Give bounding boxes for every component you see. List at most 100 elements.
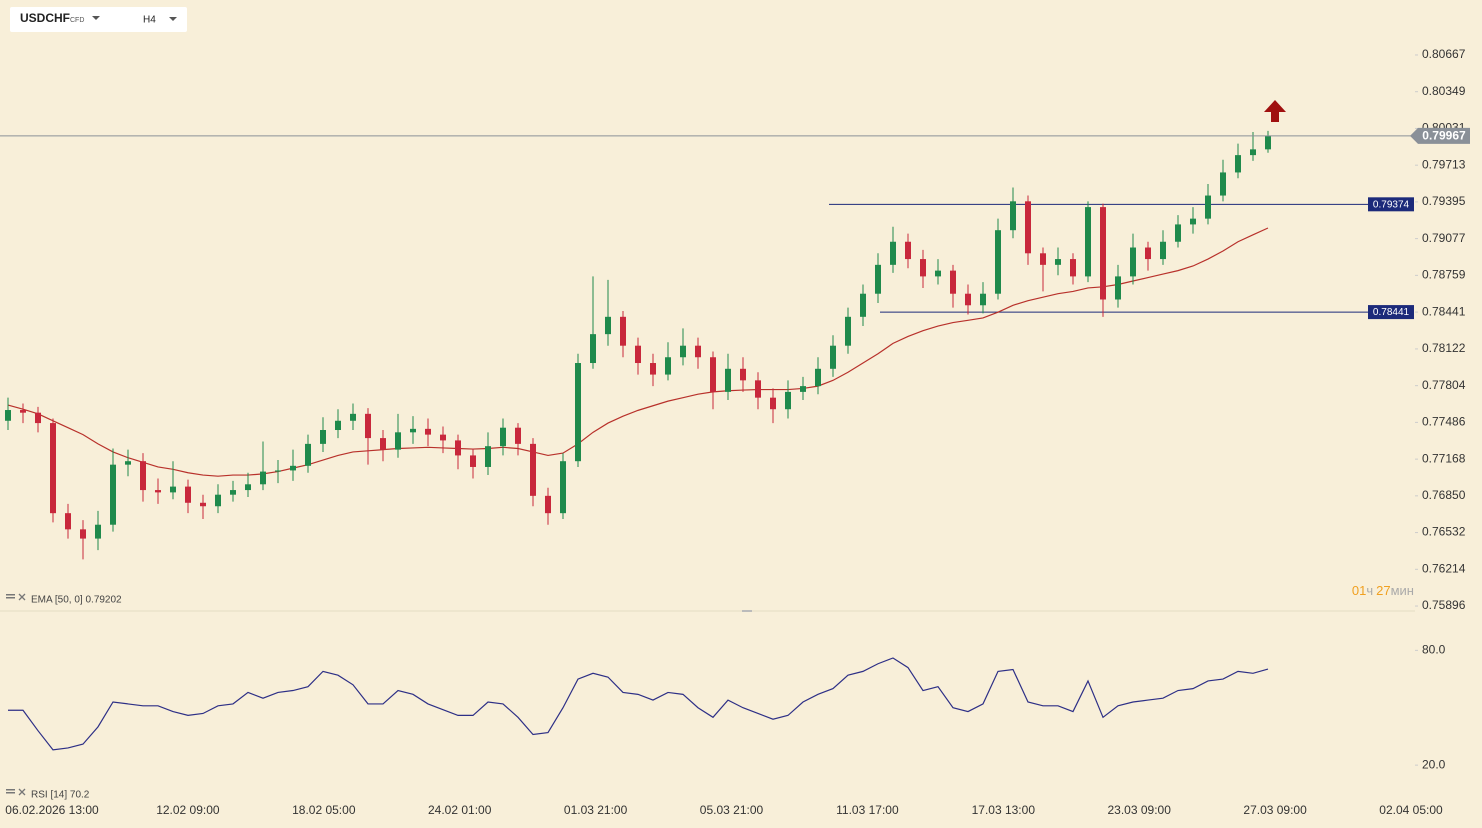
- level-tag: [1368, 197, 1414, 212]
- x-tick-label: 02.04 05:00: [1379, 803, 1443, 817]
- symbol: USDCHF: [20, 11, 70, 25]
- y-tick-label: 0.79077: [1422, 231, 1466, 245]
- candle-body: [620, 316, 626, 346]
- x-tick-label: 18.02 05:00: [292, 803, 356, 817]
- y-tick-label: 0.79395: [1422, 194, 1466, 208]
- y-tick-label: 0.78122: [1422, 341, 1466, 355]
- legend-close[interactable]: [18, 593, 26, 601]
- candle-body: [335, 420, 341, 431]
- candle-body: [1085, 207, 1091, 277]
- legend-close[interactable]: [18, 788, 26, 796]
- candle-timer: 01ч 27мин: [1352, 583, 1414, 598]
- candle-body: [50, 423, 56, 514]
- candle-body: [815, 368, 821, 387]
- candle-body: [995, 230, 1001, 294]
- candle-body: [425, 428, 431, 435]
- candle-body: [230, 490, 236, 495]
- candle-body: [740, 368, 746, 381]
- candle-body: [1205, 195, 1211, 219]
- y-tick-label: 80.0: [1422, 643, 1446, 657]
- rsi-line: [8, 657, 1269, 751]
- legend-icon: [6, 597, 15, 599]
- y-tick-label: 0.76532: [1422, 525, 1466, 539]
- y-tick-label: 0.76850: [1422, 488, 1466, 502]
- current-price-tag: [1410, 127, 1470, 144]
- candle-body: [650, 363, 656, 375]
- ema-legend: EMA [50, 0] 0.79202: [6, 593, 122, 606]
- candle-body: [35, 412, 41, 424]
- candle-body: [1250, 149, 1256, 156]
- y-tick-label: 0.76214: [1422, 561, 1466, 575]
- candle-body: [770, 397, 776, 410]
- candle-body: [5, 410, 11, 421]
- candle-body: [560, 461, 566, 514]
- y-tick-label: 0.80349: [1422, 84, 1466, 98]
- candle-body: [200, 502, 206, 507]
- candle-body: [1190, 218, 1196, 225]
- current-price-label: 0.79967: [1422, 129, 1466, 143]
- y-tick-label: 0.79713: [1422, 157, 1466, 171]
- symbol-box[interactable]: [10, 7, 187, 32]
- candle-body: [1040, 253, 1046, 265]
- candle-body: [1220, 172, 1226, 196]
- candle-body: [830, 345, 836, 369]
- candle-body: [980, 293, 986, 306]
- dropdown-arrow[interactable]: [169, 17, 177, 21]
- candle-body: [800, 386, 806, 392]
- header: USDCHF CFD H4: [10, 7, 187, 32]
- candle-body: [1025, 201, 1031, 254]
- candle-body: [155, 490, 161, 493]
- candle-body: [365, 413, 371, 439]
- candle-body: [575, 363, 581, 462]
- candle-body: [410, 428, 416, 433]
- candle-body: [1055, 259, 1061, 265]
- x-tick-label: 17.03 13:00: [972, 803, 1036, 817]
- candle-body: [545, 495, 551, 514]
- level-label: 0.79374: [1373, 199, 1410, 210]
- candle-body: [170, 486, 176, 493]
- instrument-type: CFD: [70, 17, 84, 24]
- timer-hours-unit: ч: [1366, 583, 1373, 598]
- x-tick-label: 24.02 01:00: [428, 803, 492, 817]
- candle-body: [515, 427, 521, 444]
- y-tick-label: 0.78759: [1422, 268, 1466, 282]
- dropdown-arrow[interactable]: [92, 16, 100, 20]
- candle-body: [1175, 224, 1181, 242]
- candle-body: [665, 357, 671, 375]
- y-tick-label: 0.77804: [1422, 378, 1466, 392]
- timeframe[interactable]: H4: [143, 15, 156, 26]
- candle-body: [95, 524, 101, 539]
- candle-body: [350, 413, 356, 421]
- candle-body: [500, 427, 506, 447]
- ema-label: EMA [50, 0] 0.79202: [31, 595, 122, 606]
- candle-body: [935, 270, 941, 277]
- candle-body: [890, 241, 896, 265]
- legend-icon[interactable]: [6, 594, 15, 596]
- candle-body: [80, 529, 86, 539]
- level-tag: [1368, 305, 1414, 320]
- candle-body: [215, 494, 221, 507]
- candle-body: [1010, 201, 1016, 231]
- candle-body: [455, 440, 461, 456]
- candle-body: [965, 293, 971, 306]
- candle-body: [905, 241, 911, 260]
- timer-minutes: 27: [1376, 583, 1390, 598]
- rsi-label: RSI [14] 70.2: [31, 790, 90, 801]
- ema-line: [7, 227, 1269, 477]
- candle-body: [65, 513, 71, 530]
- candle-body: [785, 391, 791, 410]
- x-tick-label: 05.03 21:00: [700, 803, 764, 817]
- candle-body: [305, 443, 311, 466]
- candle-body: [320, 430, 326, 444]
- candle-body: [1145, 247, 1151, 260]
- y-tick-label: 0.78441: [1422, 304, 1466, 318]
- level-label: 0.78441: [1373, 307, 1410, 318]
- candle-body: [1160, 241, 1166, 260]
- candle-body: [710, 357, 716, 392]
- legend-icon[interactable]: [6, 789, 15, 791]
- candle-body: [530, 443, 536, 496]
- candle-body: [1265, 135, 1271, 150]
